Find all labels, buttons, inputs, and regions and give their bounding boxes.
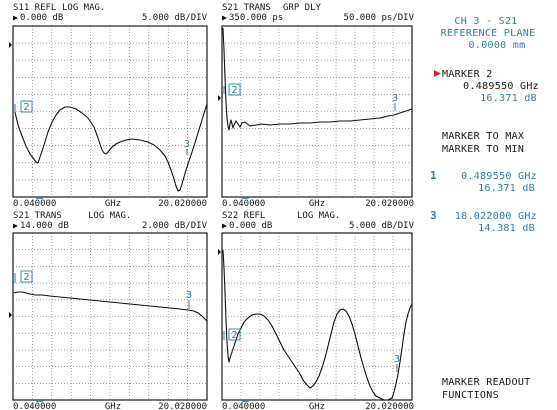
- graticule: [13, 233, 207, 400]
- marker-2-box[interactable]: [228, 328, 241, 341]
- plot-frame: [221, 232, 413, 401]
- marker-readout-1-freq: 0.489550 GHz: [461, 171, 537, 182]
- x-start: 0.040000: [13, 199, 56, 209]
- panel-scale: 5.000 dB/DIV: [349, 221, 415, 231]
- plot-frame: [12, 232, 208, 401]
- reference-plane-value: 0.0000 mm: [469, 40, 526, 51]
- x-unit: GHz: [105, 402, 121, 410]
- marker-readout-functions-button[interactable]: MARKER READOUT: [442, 377, 531, 388]
- ref-line-marker-icon: [9, 312, 12, 318]
- ref-arrow-icon: [222, 223, 227, 229]
- active-marker-arrow-icon: [434, 70, 441, 77]
- panel-s22: S22 REFL LOG MAG. 0.000 dB 5.000 dB/DIV: [218, 211, 415, 410]
- x-unit: GHz: [309, 402, 325, 410]
- marker-2-label: 2: [231, 330, 237, 341]
- marker-to-max-button[interactable]: MARKER TO MAX: [442, 131, 524, 142]
- panel-format: LOG MAG.: [88, 211, 131, 221]
- panel-scale: 2.000 dB/DIV: [142, 221, 208, 231]
- trace-s11: [14, 103, 208, 192]
- marker-readout-3-freq: 18.022000 GHz: [455, 211, 537, 222]
- x-start: 0.040000: [222, 199, 265, 209]
- marker-2-box[interactable]: [20, 270, 33, 283]
- panel-ref-value: 0.000 dB: [20, 13, 63, 23]
- ref-line-marker-icon: [218, 249, 221, 255]
- active-marker-freq: 0.489550 GHz: [463, 81, 539, 92]
- x-stop: 20.020000: [365, 199, 414, 209]
- marker-3-label: 3: [394, 354, 400, 365]
- panel-ref-value: 0.000 dB: [229, 221, 272, 231]
- marker-readout-functions-button-line2[interactable]: FUNCTIONS: [442, 390, 499, 401]
- panel-format: LOG MAG.: [297, 211, 340, 221]
- plot-frame: [12, 25, 208, 198]
- trace-s21-logmag: [13, 291, 208, 322]
- x-unit: GHz: [105, 199, 121, 209]
- ref-arrow-icon: [13, 223, 18, 229]
- graticule: [13, 26, 207, 197]
- x-start: 0.040000: [222, 402, 265, 410]
- marker-x-indicator: [36, 400, 43, 402]
- marker-readout-3-num: 3: [430, 209, 437, 222]
- panel-s11: S11 REFL LOG MAG. 0.000 dB 5.000 dB/DIV: [9, 3, 208, 209]
- marker-2-label: 2: [23, 272, 29, 283]
- x-stop: 20.020000: [158, 402, 207, 410]
- marker-2-label: 2: [23, 102, 29, 113]
- side-panel: CH 3 - S21 REFERENCE PLANE 0.0000 mm MAR…: [430, 16, 539, 401]
- marker-3-label: 3: [184, 139, 190, 150]
- panel-title: S22 REFL: [222, 211, 265, 221]
- reference-plane-label: REFERENCE PLANE: [441, 28, 536, 39]
- x-stop: 20.020000: [365, 402, 414, 410]
- marker-3-label: 3: [186, 290, 192, 301]
- marker-x-indicator: [36, 197, 43, 199]
- active-marker-value: 16.371 dB: [480, 93, 537, 104]
- marker-readout-1-value: 16.371 dB: [478, 183, 535, 194]
- panel-title: S21 TRANS: [13, 211, 62, 221]
- x-unit: GHz: [309, 199, 325, 209]
- panel-title: S21 TRANS: [222, 3, 271, 13]
- panel-format: LOG MAG.: [62, 3, 105, 13]
- marker-2-label: 2: [231, 85, 237, 96]
- ref-arrow-icon: [13, 15, 18, 21]
- marker-readout-1-num: 1: [430, 169, 437, 182]
- graticule: [222, 233, 412, 400]
- marker-2-box[interactable]: [228, 83, 241, 96]
- panel-format: GRP DLY: [283, 3, 322, 13]
- channel-label: CH 3 - S21: [454, 16, 517, 27]
- trace-s22: [222, 249, 413, 401]
- marker-x-indicator: [242, 400, 249, 402]
- panel-s21-grpdly: S21 TRANS GRP DLY 350.000 ps 50.000 ps/D…: [218, 3, 415, 209]
- marker-3-label: 3: [392, 93, 398, 104]
- marker-x-indicator: [242, 197, 249, 199]
- panel-ref-value: 350.000 ps: [229, 13, 283, 23]
- ref-line-marker-icon: [218, 95, 221, 101]
- plot-frame: [221, 25, 413, 198]
- trace-s21-grpdly: [222, 27, 413, 131]
- panel-ref-value: 14.000 dB: [20, 221, 69, 231]
- marker-2-box[interactable]: [20, 100, 33, 113]
- ref-line-marker-icon: [9, 42, 12, 48]
- graticule: [222, 26, 412, 197]
- x-stop: 20.020000: [158, 199, 207, 209]
- panel-s21-logmag: S21 TRANS LOG MAG. 14.000 dB 2.000 dB/DI…: [9, 211, 208, 410]
- panel-scale: 5.000 dB/DIV: [142, 13, 208, 23]
- x-start: 0.040000: [13, 402, 56, 410]
- ref-arrow-icon: [222, 15, 227, 21]
- panel-scale: 50.000 ps/DIV: [344, 13, 415, 23]
- active-marker-label[interactable]: MARKER 2: [442, 69, 493, 80]
- marker-readout-3-value: 14.381 dB: [478, 223, 535, 234]
- panel-title: S11 REFL: [13, 3, 56, 13]
- marker-to-min-button[interactable]: MARKER TO MIN: [442, 144, 524, 155]
